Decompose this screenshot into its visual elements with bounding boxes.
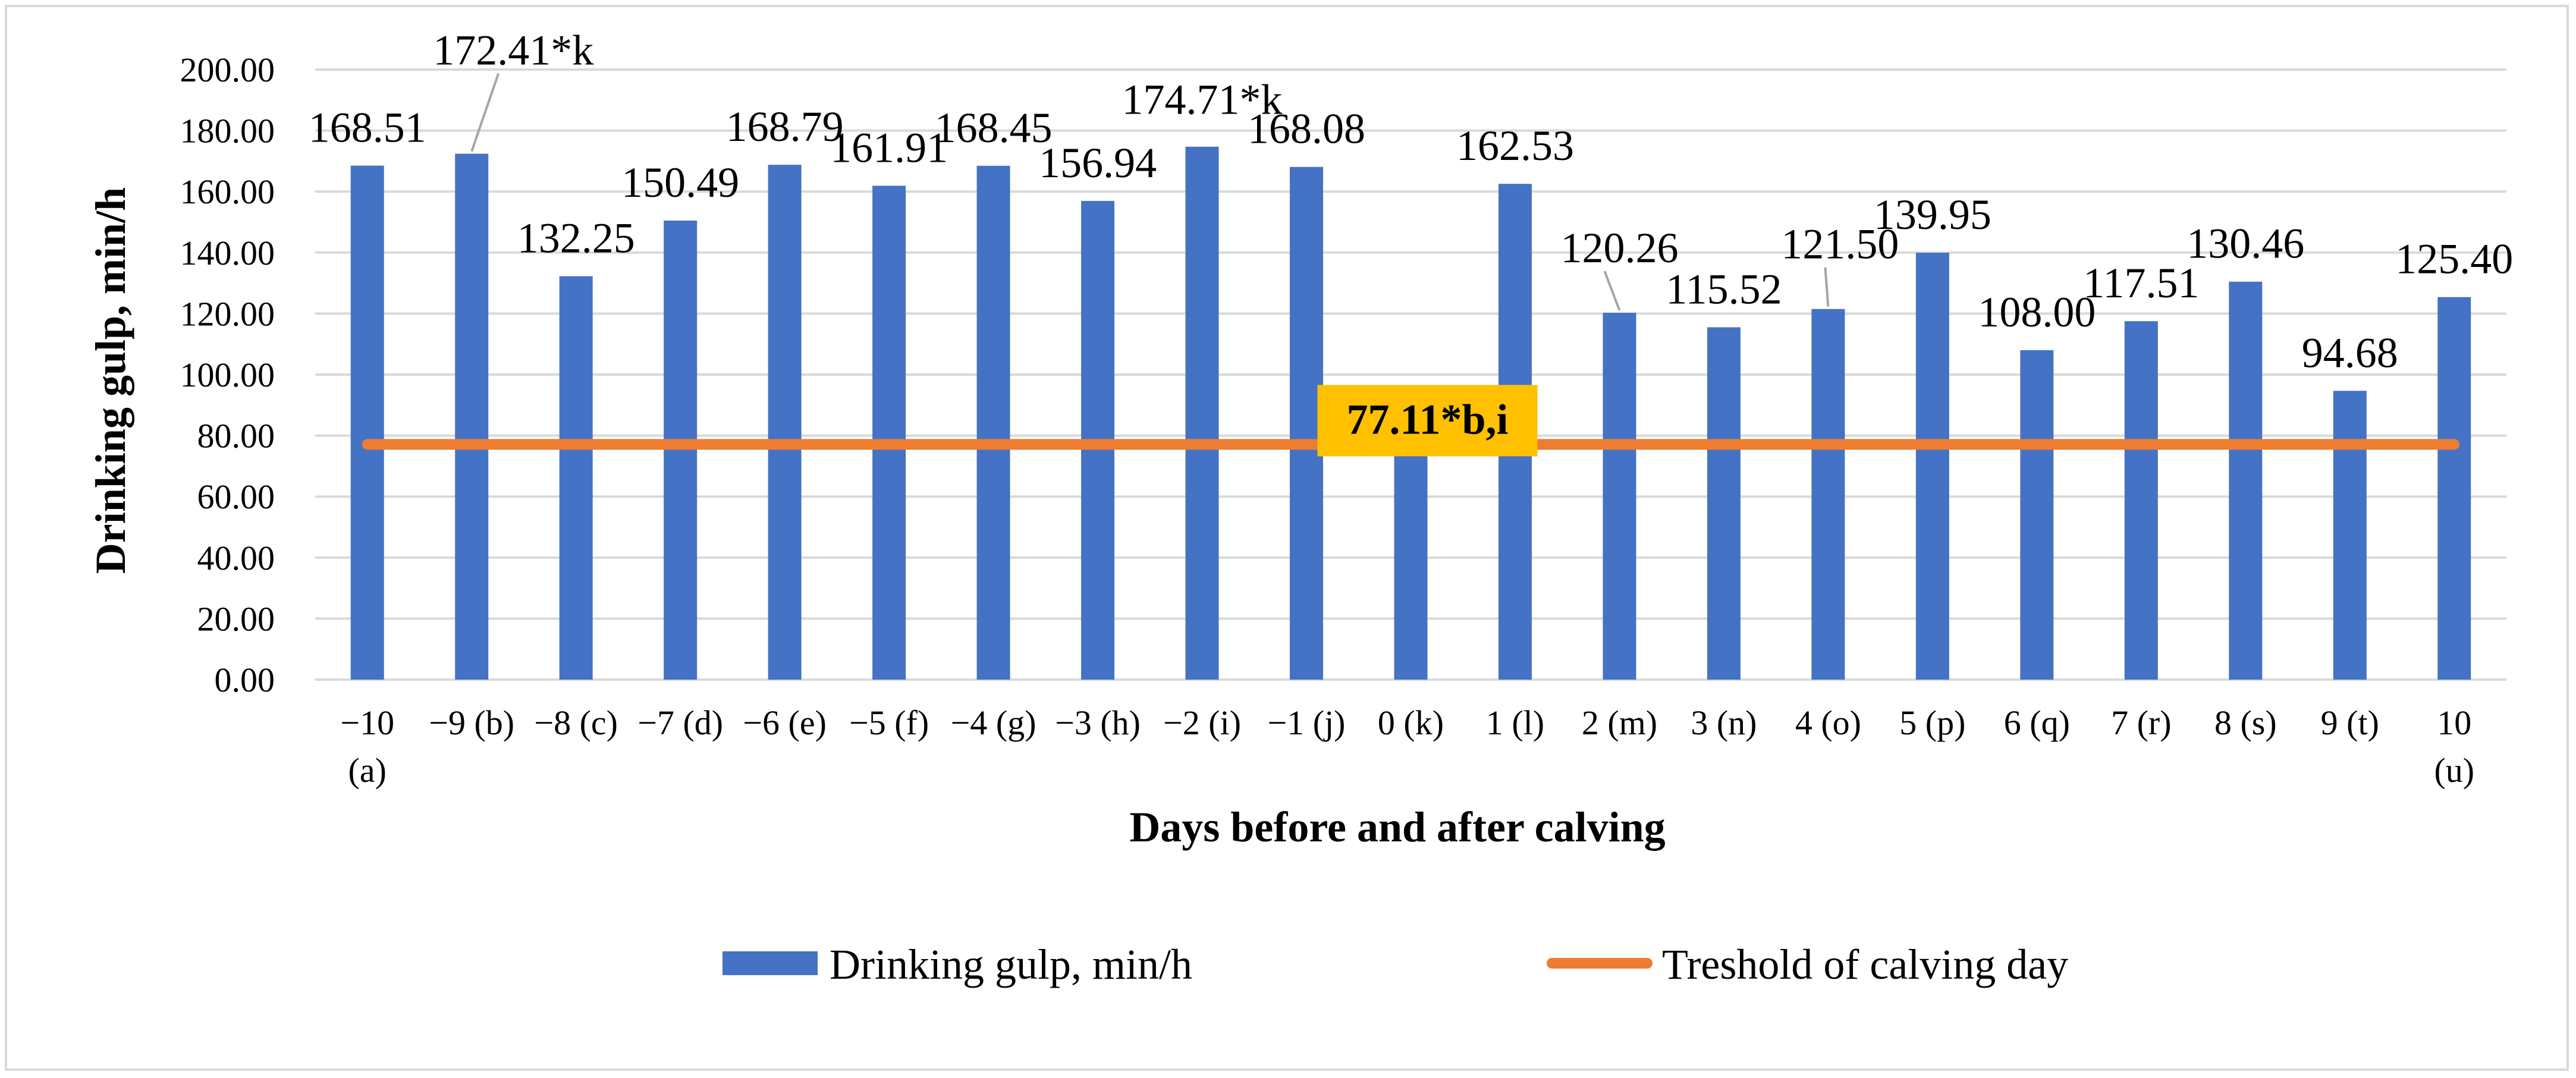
x-tick-label: −5 (f): [849, 703, 929, 742]
data-label: 168.08: [1248, 105, 1365, 153]
bar: [1707, 327, 1741, 680]
x-tick-label: 4 (o): [1795, 703, 1861, 742]
bar: [455, 153, 489, 680]
x-tick-label: −8 (c): [534, 703, 618, 742]
x-tick-label: 6 (q): [2004, 703, 2070, 742]
bar: [1185, 146, 1219, 680]
data-label: 168.51: [309, 104, 426, 152]
x-tick-label: 9 (t): [2321, 703, 2379, 742]
bar: [350, 165, 384, 680]
x-tick-label: 1 (l): [1486, 703, 1544, 742]
y-tick-label: 120.00: [180, 294, 275, 333]
bar: [1915, 253, 1949, 680]
x-tick-label: (u): [2434, 751, 2474, 790]
data-label: 125.40: [2395, 235, 2513, 283]
legend-label-threshold: Treshold of calving day: [1662, 941, 2068, 988]
x-tick-label: 3 (n): [1691, 703, 1757, 742]
data-label: 120.26: [1560, 224, 1678, 272]
data-label: 115.52: [1666, 265, 1782, 313]
x-tick-label: 5 (p): [1899, 703, 1965, 742]
bar: [872, 186, 906, 680]
data-label: 168.45: [935, 104, 1053, 152]
y-tick-label: 100.00: [180, 356, 275, 394]
bar: [559, 276, 593, 680]
x-tick-label: −7 (d): [637, 703, 723, 742]
bar: [976, 165, 1010, 680]
x-tick-label: 0 (k): [1378, 703, 1444, 742]
data-label: 162.53: [1456, 122, 1574, 169]
tick-labels: 0.00 20.00 40.00 60.00 80.00 100.00 120.00 140.…: [180, 51, 2475, 790]
data-label: 150.49: [621, 159, 739, 206]
y-tick-label: 140.00: [180, 234, 275, 272]
y-tick-label: 180.00: [180, 112, 275, 150]
bar: [2124, 321, 2158, 680]
data-label: 94.68: [2302, 329, 2398, 376]
y-tick-label: 200.00: [180, 51, 275, 89]
data-labels: 168.51172.41*k132.25150.49168.79161.9116…: [309, 27, 2513, 457]
data-label: 132.25: [517, 215, 635, 262]
legend-swatch-bars: [722, 951, 818, 975]
bar: [1394, 444, 1428, 680]
leader-line: [470, 73, 500, 152]
bar: [2229, 281, 2263, 680]
y-tick-label: 160.00: [180, 172, 275, 211]
leader-line: [1824, 267, 1830, 307]
data-label: 121.50: [1781, 221, 1899, 268]
bar: [2437, 297, 2471, 680]
x-axis-title: Days before and after calving: [1129, 803, 1665, 851]
bar: [768, 165, 802, 680]
x-tick-label: −9 (b): [429, 703, 514, 742]
legend: Drinking gulp, min/h Treshold of calving…: [722, 941, 2068, 988]
y-tick-label: 60.00: [197, 477, 275, 516]
data-label: 108.00: [1978, 288, 2096, 336]
legend-label-bars: Drinking gulp, min/h: [830, 941, 1192, 988]
x-tick-label: 10: [2437, 703, 2471, 742]
x-tick-label: −6 (e): [743, 703, 827, 742]
bar: [2020, 350, 2054, 680]
y-tick-label: 40.00: [197, 539, 275, 577]
y-tick-label: 0.00: [215, 661, 275, 699]
data-label: 139.95: [1874, 191, 1991, 238]
x-tick-label: −1 (j): [1268, 703, 1346, 742]
x-tick-label: 2 (m): [1582, 703, 1657, 742]
bar: [2333, 391, 2367, 680]
x-tick-label: −2 (i): [1163, 703, 1241, 742]
bar: [1603, 313, 1636, 680]
leader-line: [1603, 271, 1621, 311]
data-label: 117.51: [2083, 259, 2199, 307]
data-label: 156.94: [1039, 139, 1157, 187]
data-label: 172.41*k: [433, 27, 593, 74]
data-label-calving-day: 77.11*b,i: [1346, 395, 1508, 443]
bar: [664, 220, 698, 680]
x-tick-label: −10: [340, 703, 394, 742]
bar: [1811, 309, 1845, 680]
data-label: 130.46: [2187, 220, 2304, 268]
x-tick-label: (a): [348, 751, 387, 790]
callout-box: [1317, 385, 1538, 457]
y-tick-label: 20.00: [197, 599, 275, 638]
data-label: 161.91: [830, 124, 948, 171]
y-axis-title: Drinking gulp, min/h: [87, 187, 134, 574]
y-tick-label: 80.00: [197, 417, 275, 455]
data-label: 174.71*k: [1122, 76, 1283, 124]
x-tick-label: 7 (r): [2111, 703, 2171, 742]
data-label: 168.79: [726, 103, 844, 150]
x-tick-label: 8 (s): [2214, 703, 2277, 742]
x-tick-label: −3 (h): [1055, 703, 1141, 742]
x-tick-label: −4 (g): [951, 703, 1036, 742]
